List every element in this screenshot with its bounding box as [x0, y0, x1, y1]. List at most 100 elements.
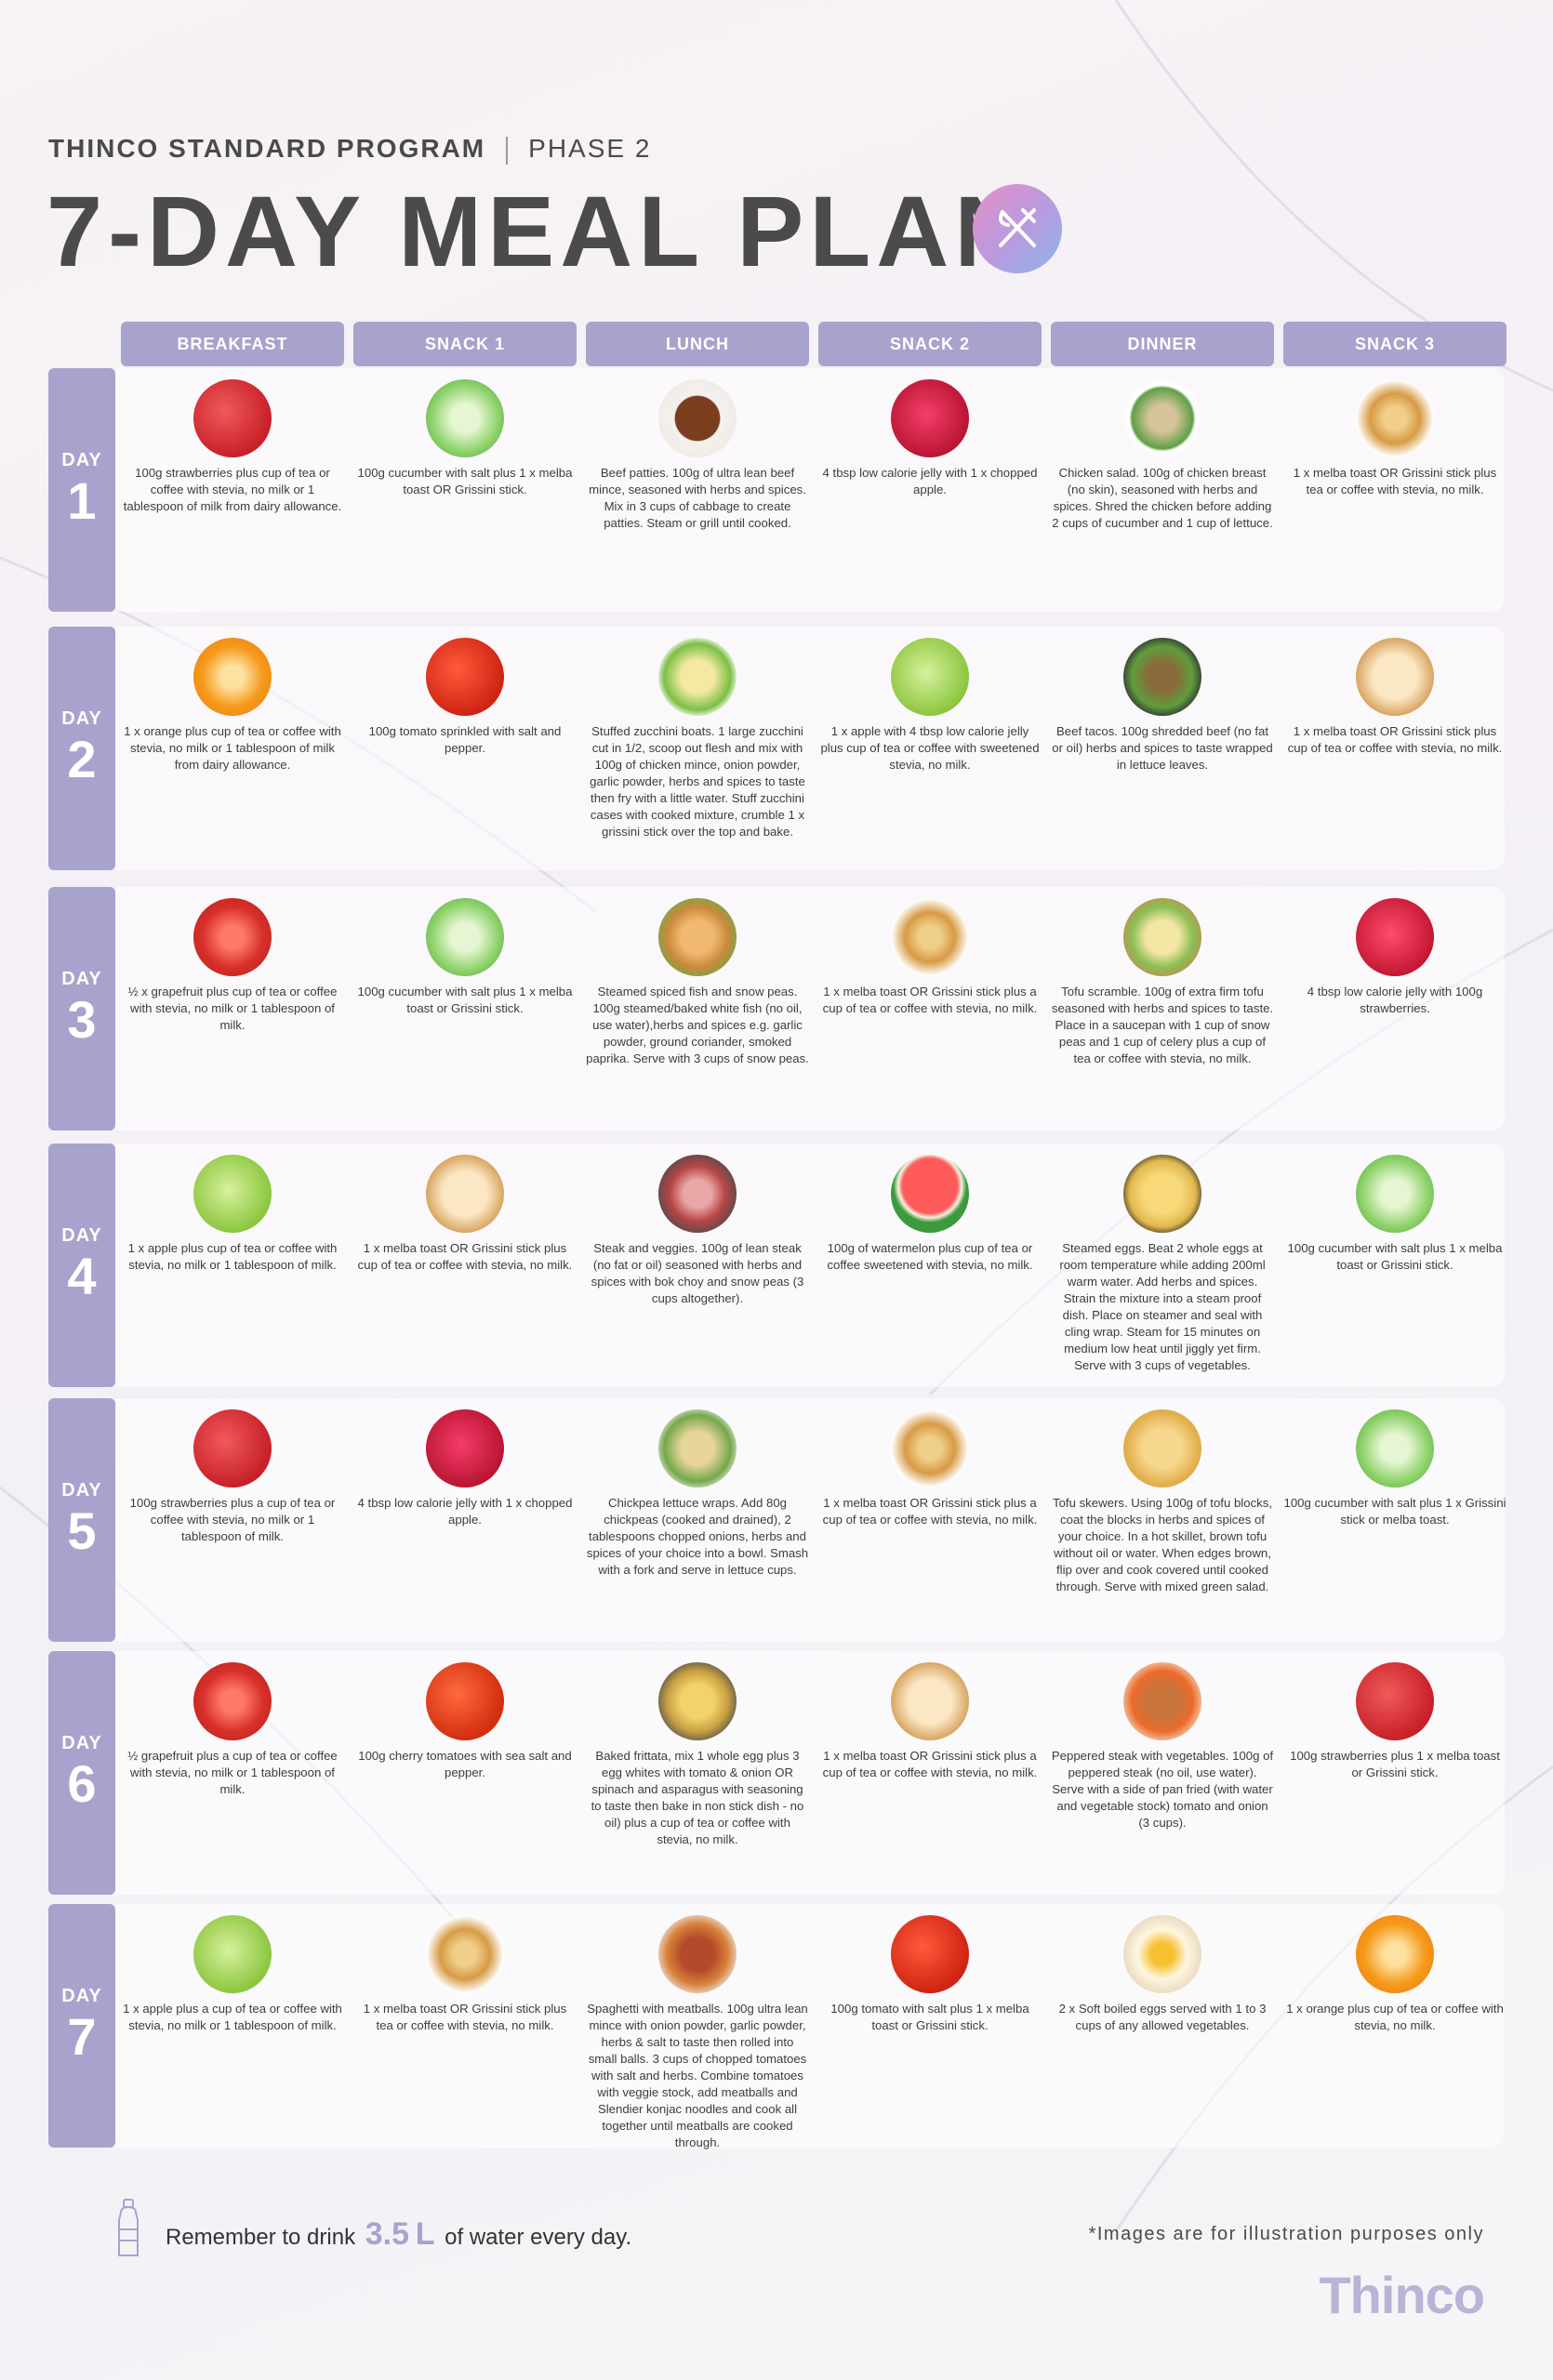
column-header-breakfast: BREAKFAST: [121, 322, 344, 366]
day-tab: DAY 1: [48, 368, 115, 612]
meal-cell: Steamed spiced fish and snow peas. 100g …: [586, 894, 809, 1129]
meal-description: Spaghetti with meatballs. 100g ultra lea…: [587, 2002, 808, 2149]
meal-description: Tofu skewers. Using 100g of tofu blocks,…: [1052, 1496, 1273, 1593]
meal-description: 1 x apple with 4 tbsp low calorie jelly …: [820, 724, 1040, 772]
water-amount: 3.5: [365, 2216, 410, 2252]
day-label: DAY: [61, 708, 102, 729]
meal-cell: 100g cherry tomatoes with sea salt and p…: [353, 1659, 577, 1893]
column-header-snack-1: SNACK 1: [353, 322, 577, 366]
orange-icon: [1356, 1915, 1434, 1993]
meal-description: Steak and veggies. 100g of lean steak (n…: [591, 1241, 804, 1305]
meal-description: 4 tbsp low calorie jelly with 1 x choppe…: [357, 1496, 573, 1527]
meal-description: 1 x melba toast OR Grissini stick plus a…: [822, 1496, 1038, 1527]
meal-description: 1 x apple plus cup of tea or coffee with…: [127, 1241, 338, 1272]
page-title: 7-DAY MEAL PLAN: [46, 175, 1033, 287]
meal-description: Peppered steak with vegetables. 100g of …: [1051, 1749, 1274, 1830]
day-row: [115, 1144, 1505, 1387]
column-header-snack-3: SNACK 3: [1283, 322, 1507, 366]
meal-description: 100g tomato sprinkled with salt and pepp…: [368, 724, 562, 755]
meal-cell: 100g tomato with salt plus 1 x melba toa…: [818, 1911, 1042, 2146]
column-header-dinner: DINNER: [1051, 322, 1274, 366]
meal-cell: Peppered steak with vegetables. 100g of …: [1051, 1659, 1274, 1893]
steamed-eggs-icon: [1123, 1155, 1201, 1233]
meal-description: Baked frittata, mix 1 whole egg plus 3 e…: [591, 1749, 804, 1846]
cucumber-icon: [1356, 1155, 1434, 1233]
day-number: 5: [67, 1501, 97, 1560]
frittata-icon: [658, 1662, 737, 1740]
meal-description: 1 x melba toast OR Grissini stick plus a…: [822, 985, 1038, 1015]
meal-description: 1 x melba toast OR Grissini stick plus t…: [1293, 466, 1497, 496]
water-suffix: of water every day.: [445, 2225, 632, 2250]
meal-cell: 100g of watermelon plus cup of tea or co…: [818, 1151, 1042, 1385]
fish-icon: [658, 898, 737, 976]
meal-description: Chicken salad. 100g of chicken breast (n…: [1052, 466, 1273, 530]
tomato-icon: [891, 1915, 969, 1993]
meal-cell: Beef patties. 100g of ultra lean beef mi…: [586, 376, 809, 610]
meal-description: 100g tomato with salt plus 1 x melba toa…: [830, 2002, 1029, 2032]
meal-cell: 4 tbsp low calorie jelly with 1 x choppe…: [353, 1406, 577, 1640]
meal-cell: Chickpea lettuce wraps. Add 80g chickpea…: [586, 1406, 809, 1640]
chickpea-wraps-icon: [658, 1409, 737, 1488]
day-row: [115, 368, 1505, 612]
meal-cell: 1 x melba toast OR Grissini stick plus a…: [818, 894, 1042, 1129]
meal-description: 1 x melba toast OR Grissini stick plus t…: [363, 2002, 567, 2032]
meal-description: 100g cucumber with salt plus 1 x melba t…: [1287, 1241, 1503, 1272]
meatballs-icon: [658, 1915, 737, 1993]
meal-description: 100g cucumber with salt plus 1 x Grissin…: [1283, 1496, 1507, 1527]
day-tab: DAY 6: [48, 1651, 115, 1895]
meal-description: Beef patties. 100g of ultra lean beef mi…: [589, 466, 806, 530]
meal-description: Beef tacos. 100g shredded beef (no fat o…: [1052, 724, 1273, 772]
tomato-icon: [426, 638, 504, 716]
peppered-steak-icon: [1123, 1662, 1201, 1740]
day-tab: DAY 5: [48, 1398, 115, 1642]
meal-cell: Stuffed zucchini boats. 1 large zucchini…: [586, 634, 809, 868]
phase-label: PHASE 2: [528, 134, 652, 163]
fork-knife-icon: [973, 184, 1062, 273]
meal-cell: Steak and veggies. 100g of lean steak (n…: [586, 1151, 809, 1385]
meal-description: Tofu scramble. 100g of extra firm tofu s…: [1051, 985, 1274, 1065]
grissini-icon: [426, 1915, 504, 1993]
meal-description: 1 x apple plus a cup of tea or coffee wi…: [123, 2002, 342, 2032]
column-header-lunch: LUNCH: [586, 322, 809, 366]
meal-description: 100g strawberries plus a cup of tea or c…: [129, 1496, 336, 1543]
water-unit: L: [415, 2216, 435, 2252]
strawberries-icon: [193, 1409, 272, 1488]
apple-icon: [891, 638, 969, 716]
meal-description: 2 x Soft boiled eggs served with 1 to 3 …: [1058, 2002, 1267, 2032]
meal-cell: 1 x melba toast OR Grissini stick plus a…: [818, 1659, 1042, 1893]
day-number: 4: [67, 1247, 97, 1305]
meal-description: 4 tbsp low calorie jelly with 1 x choppe…: [822, 466, 1038, 496]
meal-cell: 1 x melba toast OR Grissini stick plus c…: [353, 1151, 577, 1385]
meal-description: 1 x melba toast OR Grissini stick plus c…: [357, 1241, 573, 1272]
meal-cell: Spaghetti with meatballs. 100g ultra lea…: [586, 1911, 809, 2149]
meal-cell: Steamed eggs. Beat 2 whole eggs at room …: [1051, 1151, 1274, 1385]
meal-cell: Baked frittata, mix 1 whole egg plus 3 e…: [586, 1659, 809, 1893]
orange-icon: [193, 638, 272, 716]
meal-cell: 100g strawberries plus 1 x melba toast o…: [1283, 1659, 1507, 1893]
meal-cell: Chicken salad. 100g of chicken breast (n…: [1051, 376, 1274, 610]
meal-cell: ½ grapefruit plus a cup of tea or coffee…: [121, 1659, 344, 1893]
day-label: DAY: [61, 969, 102, 989]
meal-cell: Beef tacos. 100g shredded beef (no fat o…: [1051, 634, 1274, 868]
apple-icon: [193, 1155, 272, 1233]
program-heading: THINCO STANDARD PROGRAM PHASE 2: [48, 134, 651, 165]
meal-description: 100g cherry tomatoes with sea salt and p…: [358, 1749, 572, 1779]
day-tab: DAY 3: [48, 887, 115, 1130]
water-reminder: Remember to drink 3.5 L of water every d…: [166, 2216, 631, 2253]
meal-cell: 100g strawberries plus cup of tea or cof…: [121, 376, 344, 610]
day-tab: DAY 2: [48, 627, 115, 870]
meal-description: 1 x melba toast OR Grissini stick plus c…: [1287, 724, 1503, 755]
meal-cell: 1 x melba toast OR Grissini stick plus c…: [1283, 634, 1507, 868]
day-row: [115, 1651, 1505, 1895]
disclaimer: *Images are for illustration purposes on…: [1088, 2224, 1484, 2244]
day-label: DAY: [61, 1480, 102, 1501]
cucumber-icon: [426, 898, 504, 976]
day-number: 1: [67, 471, 97, 530]
strawberries-icon: [1356, 1662, 1434, 1740]
meal-cell: 100g cucumber with salt plus 1 x melba t…: [353, 376, 577, 610]
apple-icon: [193, 1915, 272, 1993]
cucumber-icon: [426, 379, 504, 457]
meal-cell: 100g cucumber with salt plus 1 x melba t…: [353, 894, 577, 1129]
meal-description: 100g of watermelon plus cup of tea or co…: [827, 1241, 1033, 1272]
meal-description: 1 x orange plus cup of tea or coffee wit…: [124, 724, 341, 772]
